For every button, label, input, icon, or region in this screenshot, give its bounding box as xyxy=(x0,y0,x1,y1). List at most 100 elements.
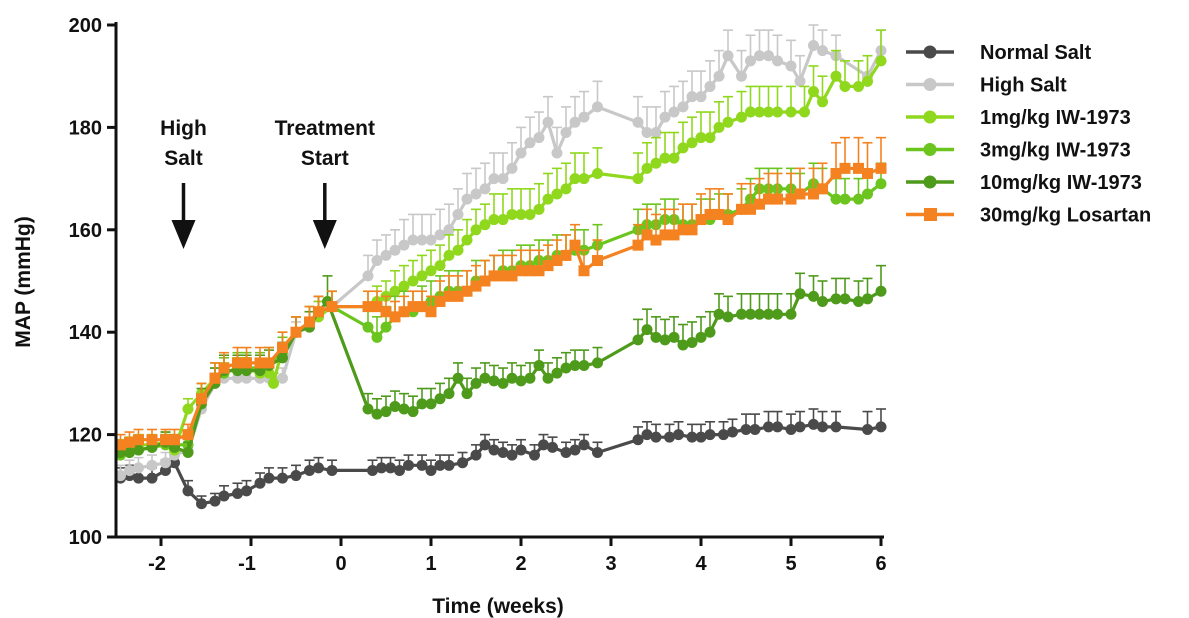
data-point xyxy=(380,406,392,418)
data-point xyxy=(416,234,428,246)
data-point xyxy=(367,464,378,476)
x-tick-label: 1 xyxy=(425,553,436,575)
legend-item-2: 1mg/kg IW-1973 xyxy=(906,107,1131,129)
data-point xyxy=(407,275,419,287)
data-point xyxy=(875,285,887,297)
legend-label: 3mg/kg IW-1973 xyxy=(980,140,1131,162)
legend: Normal Salt High Salt 1mg/kg IW-1973 3mg/kg… xyxy=(906,42,1151,227)
data-point xyxy=(578,359,590,371)
series-layer xyxy=(115,24,887,510)
data-point xyxy=(695,132,707,144)
data-point xyxy=(115,439,126,451)
data-point xyxy=(443,459,455,471)
data-point xyxy=(794,288,806,300)
data-point xyxy=(461,193,473,205)
data-point xyxy=(794,75,806,87)
data-point xyxy=(488,270,500,282)
data-point xyxy=(641,429,653,441)
data-point xyxy=(853,80,864,92)
data-point xyxy=(722,214,734,226)
x-tick-label: 0 xyxy=(335,553,346,575)
y-tick-label: 140 xyxy=(69,322,102,344)
x-tick-label: 4 xyxy=(695,553,707,575)
data-point xyxy=(277,342,288,354)
data-point xyxy=(560,183,572,195)
data-point xyxy=(632,434,644,446)
data-point xyxy=(839,80,851,92)
data-point xyxy=(763,421,774,433)
data-point xyxy=(232,372,243,384)
data-point xyxy=(551,367,563,379)
data-point xyxy=(209,495,221,507)
y-tick-label: 160 xyxy=(69,220,102,242)
data-point xyxy=(452,244,464,256)
y-axis-title: MAP (mmHg) xyxy=(12,216,35,347)
data-point xyxy=(785,106,797,118)
legend-label: High Salt xyxy=(980,75,1067,97)
data-point xyxy=(862,293,873,305)
annotation-0: High Salt xyxy=(160,117,207,249)
data-point xyxy=(160,457,171,469)
annotation-layer: High Salt Treatment Start xyxy=(160,117,375,249)
y-tick-label: 180 xyxy=(69,117,102,139)
data-point xyxy=(182,485,194,497)
data-point xyxy=(551,188,563,200)
data-point xyxy=(740,423,752,435)
annotation-text: High xyxy=(160,117,207,140)
data-point xyxy=(398,239,410,251)
legend-label: 30mg/kg Losartan xyxy=(980,205,1151,227)
axes-layer xyxy=(114,22,884,539)
data-point xyxy=(542,260,554,272)
legend-item-5: 30mg/kg Losartan xyxy=(906,205,1151,227)
data-point xyxy=(808,86,819,98)
data-point xyxy=(808,188,819,200)
data-point xyxy=(313,462,324,474)
data-point xyxy=(839,293,851,305)
data-point xyxy=(745,308,756,320)
data-point xyxy=(592,255,603,267)
data-point xyxy=(763,308,774,320)
series-4 xyxy=(115,264,887,459)
data-point xyxy=(457,457,468,469)
data-point xyxy=(641,229,653,241)
data-point xyxy=(817,183,828,195)
data-point xyxy=(722,50,734,62)
data-point xyxy=(727,426,738,438)
data-point xyxy=(713,70,725,82)
data-point xyxy=(839,193,851,205)
data-point xyxy=(488,375,500,387)
data-point xyxy=(407,234,419,246)
y-tick-label: 100 xyxy=(69,527,102,549)
data-point xyxy=(182,429,194,441)
data-point xyxy=(853,193,864,205)
data-point xyxy=(470,449,482,461)
data-point xyxy=(578,111,590,123)
x-axis-title: Time (weeks) xyxy=(432,595,564,618)
legend-swatch-marker xyxy=(923,143,937,156)
data-point xyxy=(808,39,819,51)
data-point xyxy=(506,372,518,384)
data-point xyxy=(182,403,194,415)
data-point xyxy=(578,265,590,277)
data-point xyxy=(560,447,572,459)
data-point xyxy=(830,193,842,205)
data-point xyxy=(569,239,581,251)
data-point xyxy=(277,372,288,384)
data-point xyxy=(524,265,536,277)
data-point xyxy=(394,464,405,476)
data-point xyxy=(488,173,500,185)
data-point xyxy=(385,462,396,474)
data-point xyxy=(592,447,603,459)
series-line xyxy=(120,166,882,447)
data-point xyxy=(506,270,518,282)
data-point xyxy=(799,106,810,118)
data-point xyxy=(497,270,509,282)
data-point xyxy=(754,106,765,118)
x-tick-label: 2 xyxy=(515,553,526,575)
data-point xyxy=(772,55,783,67)
data-point xyxy=(497,173,509,185)
y-tick-label: 200 xyxy=(69,15,102,37)
data-point xyxy=(398,403,410,415)
data-point xyxy=(650,431,662,443)
